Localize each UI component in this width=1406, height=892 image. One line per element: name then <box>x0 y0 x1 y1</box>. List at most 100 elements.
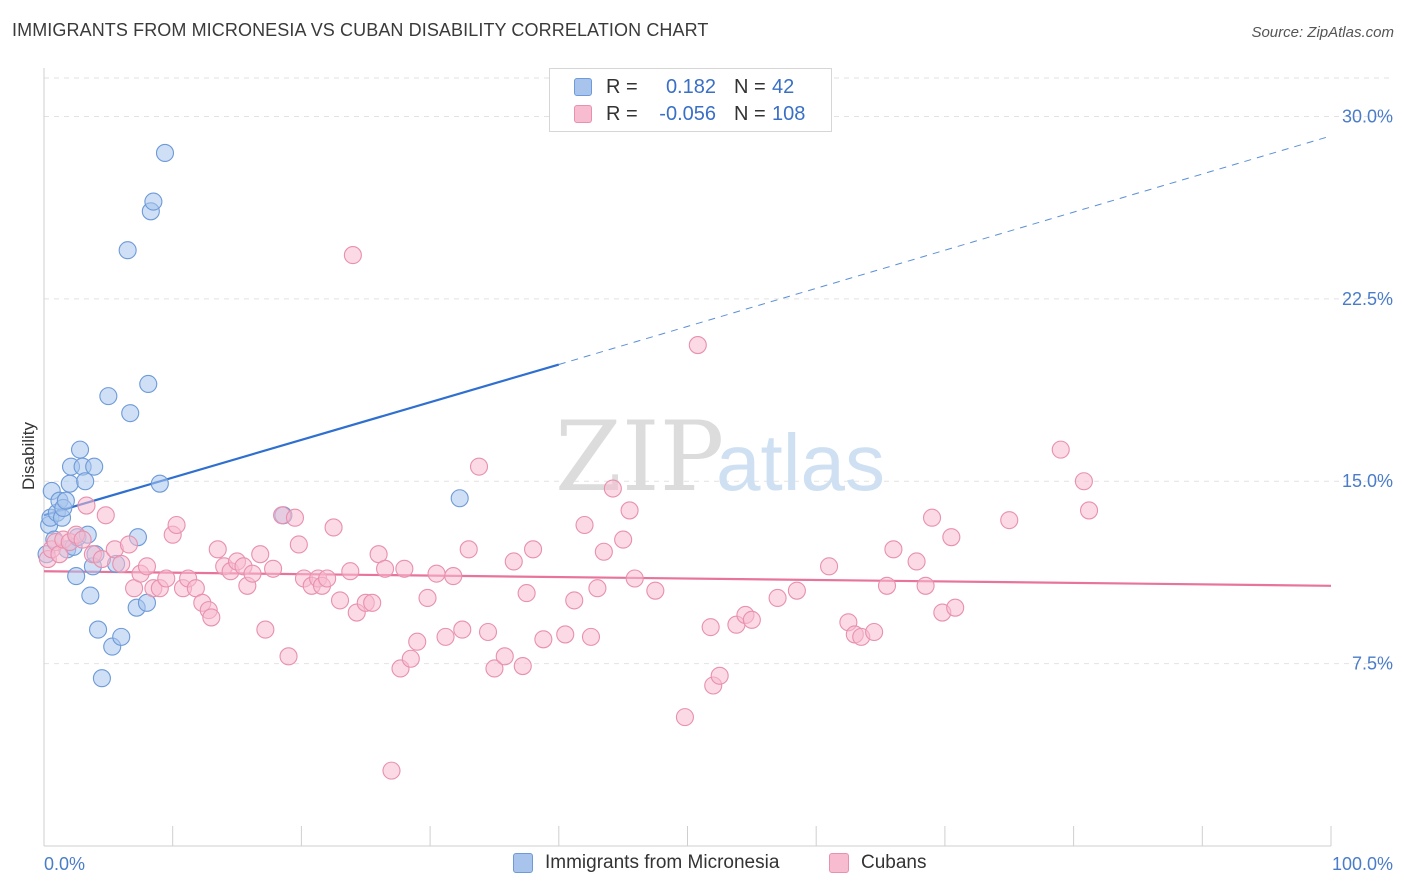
cubans-point <box>603 479 622 498</box>
micronesia-point <box>112 627 131 646</box>
cubans-point <box>112 554 131 573</box>
cubans-point <box>556 625 575 644</box>
cubans-point <box>710 666 729 685</box>
cubans-point <box>625 569 644 588</box>
data-points <box>37 143 1099 780</box>
cubans-point <box>92 550 111 569</box>
cubans-point <box>565 591 584 610</box>
cubans-point <box>256 620 275 639</box>
cubans-point <box>504 552 523 571</box>
cubans-point <box>77 496 96 515</box>
stats-legend: R = 0.182 N = 42 R = -0.056 N = 108 <box>549 68 832 132</box>
trend-lines <box>43 135 1332 587</box>
cubans-point <box>73 530 92 549</box>
cubans-point <box>264 559 283 578</box>
cubans-point <box>946 598 965 617</box>
cubans-point <box>167 515 186 535</box>
cubans-point <box>768 588 787 608</box>
tick-labels: 7.5% 15.0% 22.5% 30.0% 0.0% 100.0% <box>44 106 1393 874</box>
cubans-point <box>478 622 498 642</box>
micronesia-point <box>81 586 100 605</box>
micronesia-point <box>76 472 95 491</box>
cubans-point <box>324 518 343 537</box>
legend-row-micronesia: R = 0.182 N = 42 <box>574 74 794 100</box>
legend-n-value: 42 <box>772 75 795 98</box>
cubans-point <box>251 545 270 564</box>
legend-n-label: N = <box>734 75 766 98</box>
cubans-point <box>1000 511 1019 530</box>
legend-item-cubans[interactable]: Cubans <box>829 852 927 874</box>
cubans-point <box>119 535 138 554</box>
cubans-point <box>907 552 926 571</box>
cubans-point <box>330 591 350 610</box>
micronesia-point <box>60 474 79 493</box>
micronesia-point <box>70 440 90 459</box>
cubans-point <box>243 564 262 583</box>
cubans-point <box>285 508 305 527</box>
cubans-point <box>688 336 707 355</box>
watermark-zip: ZIP <box>555 401 724 513</box>
source-label: Source: ZipAtlas.com <box>1251 24 1394 41</box>
cubans-point <box>588 579 607 598</box>
cubans-point <box>363 593 382 612</box>
micronesia-point <box>155 143 175 163</box>
cubans-point <box>675 708 694 727</box>
x-tick-label: 100.0% <box>1332 854 1393 874</box>
cubans-point <box>436 627 455 646</box>
cubans-point <box>289 535 308 554</box>
cubans-point <box>318 569 337 588</box>
cubans-point <box>444 567 463 586</box>
legend-n-label: N = <box>734 102 766 125</box>
legend-label-micronesia: Immigrants from Micronesia <box>545 852 780 873</box>
cubans-point <box>701 618 720 637</box>
cubans-point <box>524 540 543 559</box>
legend-r-value: 0.182 <box>665 75 716 98</box>
micronesia-point <box>450 489 469 508</box>
micronesia-point <box>118 241 137 260</box>
cubans-point <box>877 576 897 595</box>
cubans-point <box>469 457 489 476</box>
micronesia-point <box>56 491 75 510</box>
cubans-point <box>395 559 414 578</box>
y-tick-label: 15.0% <box>1342 471 1393 491</box>
cubans-point <box>922 508 942 527</box>
legend-r-label: R = <box>606 75 638 98</box>
cubans-point <box>341 562 360 581</box>
cubans-point <box>1074 472 1093 491</box>
legend-item-micronesia[interactable]: Immigrants from Micronesia <box>513 852 779 874</box>
micronesia-point <box>121 404 140 423</box>
cubans-point <box>485 659 504 678</box>
legend-swatch-micronesia <box>574 78 592 96</box>
cubans-point <box>517 584 536 603</box>
cubans-point <box>916 576 935 595</box>
cubans-point <box>459 540 478 559</box>
micronesia-point <box>144 192 163 211</box>
legend-label-cubans: Cubans <box>861 852 927 873</box>
y-tick-label: 22.5% <box>1342 289 1393 309</box>
cubans-point <box>1079 501 1099 520</box>
cubans-point <box>279 647 298 666</box>
cubans-point <box>427 564 446 583</box>
cubans-point <box>137 557 157 576</box>
axes <box>43 68 1332 847</box>
legend-n-value: 108 <box>772 102 806 125</box>
micronesia-point <box>89 620 108 639</box>
cubans-point <box>382 761 401 780</box>
cubans-point <box>865 622 884 642</box>
cubans-point <box>620 501 639 520</box>
cubans-point <box>513 657 532 676</box>
micronesia-point <box>150 474 169 493</box>
cubans-point <box>534 630 553 649</box>
cubans-point <box>401 649 420 668</box>
cubans-point <box>787 581 806 600</box>
y-axis-label: Disability <box>19 421 38 490</box>
micronesia-trend-line <box>43 363 560 517</box>
micronesia-point <box>85 457 104 476</box>
cubans-point <box>418 588 437 608</box>
legend-r-label: R = <box>606 102 638 125</box>
legend-swatch-cubans <box>574 105 592 123</box>
micronesia-point <box>139 374 158 394</box>
cubans-point <box>942 528 961 547</box>
cubans-point <box>614 530 633 549</box>
cubans-point <box>575 515 594 535</box>
